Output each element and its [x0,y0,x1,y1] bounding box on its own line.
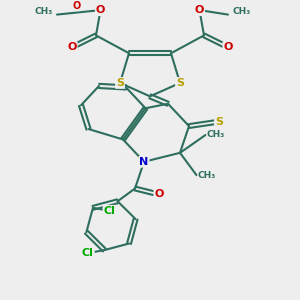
Text: S: S [176,78,184,88]
Text: O: O [223,42,233,52]
Text: S: S [116,78,124,88]
Text: S: S [215,117,223,127]
Text: O: O [195,5,204,15]
Text: O: O [154,190,164,200]
Text: CH₃: CH₃ [232,7,251,16]
Text: O: O [72,1,81,11]
Text: Cl: Cl [103,206,116,216]
Text: CH₃: CH₃ [34,7,52,16]
Text: Cl: Cl [82,248,94,258]
Text: N: N [140,157,148,167]
Text: O: O [96,5,105,15]
Text: CH₃: CH₃ [207,130,225,140]
Text: O: O [67,42,77,52]
Text: CH₃: CH₃ [198,171,216,180]
